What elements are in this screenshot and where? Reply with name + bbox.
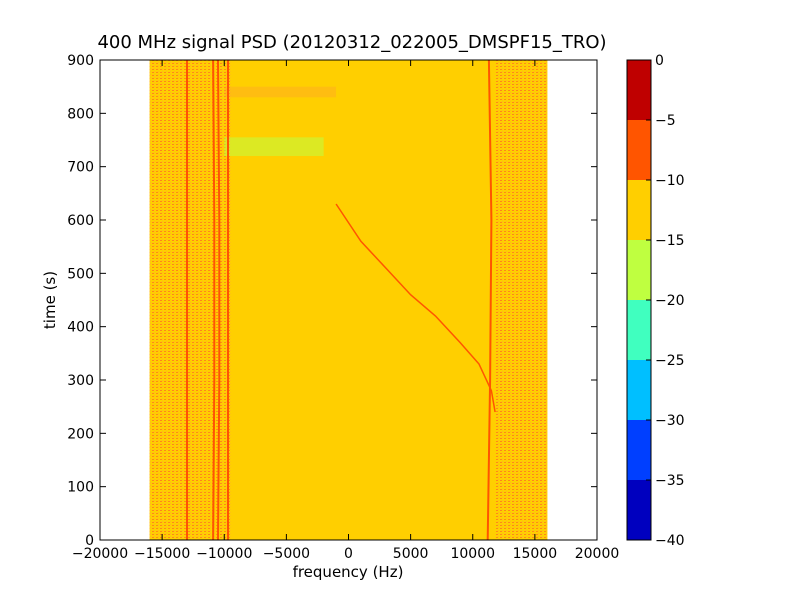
colorbar-tick-label: −10 (655, 173, 685, 189)
y-tick-label: 0 (85, 533, 94, 549)
x-tick-label: 5000 (393, 546, 429, 562)
x-tick-label: −5000 (263, 546, 310, 562)
x-tick-label: 10000 (450, 546, 495, 562)
plot-area (149, 60, 548, 540)
x-tick-label: −10000 (196, 546, 252, 562)
vertical-line (217, 60, 221, 540)
colorbar-segment (627, 240, 651, 300)
colorbar-tick-label: −30 (655, 413, 685, 429)
vertical-line (486, 60, 493, 540)
doppler-curve (335, 203, 496, 413)
colorbar-tick-label: −25 (655, 353, 685, 369)
y-tick-label: 500 (67, 266, 94, 282)
colorbar-segment (627, 420, 651, 480)
x-tick-label: 15000 (513, 546, 558, 562)
x-axis-label: frequency (Hz) (293, 563, 404, 581)
x-tick-label: 20000 (575, 546, 620, 562)
x-tick-label: −15000 (134, 546, 190, 562)
y-tick-label: 600 (67, 213, 94, 229)
colorbar-segment (627, 60, 651, 120)
y-tick-label: 800 (67, 106, 94, 122)
x-axis: −20000 −15000 −10000 −5000 0 5000 10000 15000 20… (72, 60, 619, 562)
psd-patch (224, 86, 337, 98)
y-tick-label: 700 (67, 160, 94, 176)
chart-title: 400 MHz signal PSD (20120312_022005_DMSP… (97, 32, 606, 53)
colorbar-tick-label: −40 (655, 533, 685, 549)
colorbar-segment (627, 120, 651, 180)
psd-band-right (495, 60, 548, 540)
colorbar: −40 −35 −30 −25 −20 −15 −10 −5 0 (626, 53, 685, 549)
y-axis-label: time (s) (41, 271, 59, 329)
colorbar-tick-label: −20 (655, 293, 685, 309)
colorbar-tick-label: −15 (655, 233, 685, 249)
colorbar-tick-label: 0 (655, 53, 664, 69)
psd-patch (224, 137, 324, 156)
colorbar-segment (627, 180, 651, 240)
psd-band-left (149, 60, 231, 540)
y-tick-label: 900 (67, 53, 94, 69)
x-tick-label: 0 (344, 546, 353, 562)
y-axis: 0 100 200 300 400 500 600 700 800 900 (67, 53, 597, 549)
colorbar-segment (627, 360, 651, 420)
y-tick-label: 100 (67, 480, 94, 496)
colorbar-tick-label: −35 (655, 473, 685, 489)
y-tick-label: 200 (67, 426, 94, 442)
vertical-line (212, 60, 216, 540)
colorbar-segment (627, 480, 651, 540)
colorbar-tick-label: −5 (655, 113, 676, 129)
x-tick-label: −20000 (72, 546, 128, 562)
colorbar-segment (627, 300, 651, 360)
y-tick-label: 300 (67, 373, 94, 389)
y-tick-label: 400 (67, 320, 94, 336)
